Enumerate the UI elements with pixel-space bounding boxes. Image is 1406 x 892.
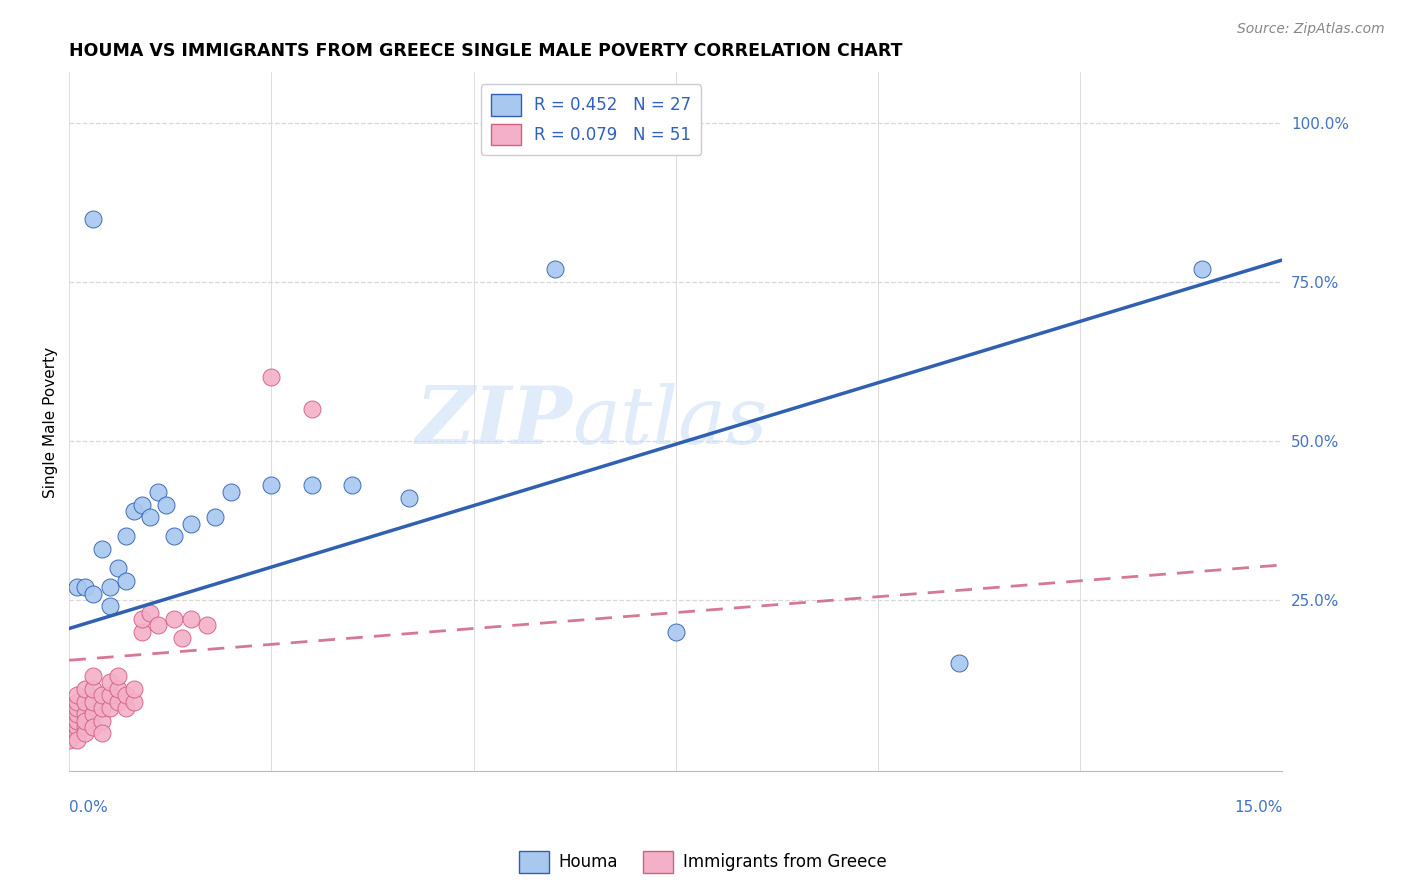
Point — [82, 695, 104, 709]
Point — [107, 681, 129, 696]
Y-axis label: Single Male Poverty: Single Male Poverty — [44, 346, 58, 498]
Point — [66, 580, 89, 594]
Point — [82, 720, 104, 734]
Point — [98, 688, 121, 702]
Point — [90, 542, 112, 557]
Legend: Houma, Immigrants from Greece: Houma, Immigrants from Greece — [512, 845, 894, 880]
Point — [260, 478, 283, 492]
Legend: R = 0.452   N = 27, R = 0.079   N = 51: R = 0.452 N = 27, R = 0.079 N = 51 — [481, 84, 702, 155]
Point — [75, 695, 97, 709]
Point — [98, 675, 121, 690]
Point — [58, 714, 80, 728]
Point — [115, 574, 138, 588]
Point — [260, 370, 283, 384]
Point — [122, 504, 145, 518]
Point — [122, 695, 145, 709]
Point — [131, 498, 153, 512]
Point — [66, 707, 89, 722]
Point — [82, 586, 104, 600]
Text: ZIP: ZIP — [416, 384, 572, 460]
Point — [131, 612, 153, 626]
Point — [107, 669, 129, 683]
Point — [139, 510, 162, 524]
Point — [66, 695, 89, 709]
Text: 15.0%: 15.0% — [1234, 800, 1282, 815]
Point — [82, 211, 104, 226]
Point — [66, 720, 89, 734]
Point — [75, 707, 97, 722]
Point — [219, 484, 242, 499]
Point — [301, 478, 323, 492]
Point — [163, 612, 186, 626]
Point — [90, 688, 112, 702]
Point — [58, 720, 80, 734]
Point — [58, 720, 80, 734]
Text: 0.0%: 0.0% — [69, 800, 108, 815]
Point — [204, 510, 226, 524]
Point — [115, 529, 138, 543]
Point — [195, 618, 218, 632]
Point — [66, 726, 89, 740]
Point — [66, 714, 89, 728]
Point — [180, 516, 202, 531]
Point — [82, 707, 104, 722]
Point — [58, 707, 80, 722]
Point — [66, 732, 89, 747]
Text: Source: ZipAtlas.com: Source: ZipAtlas.com — [1237, 22, 1385, 37]
Point — [75, 580, 97, 594]
Text: atlas: atlas — [572, 384, 768, 460]
Point — [98, 580, 121, 594]
Point — [948, 657, 970, 671]
Point — [90, 714, 112, 728]
Point — [155, 498, 177, 512]
Point — [90, 701, 112, 715]
Point — [82, 669, 104, 683]
Point — [58, 732, 80, 747]
Point — [90, 726, 112, 740]
Point — [180, 612, 202, 626]
Point — [107, 695, 129, 709]
Point — [115, 688, 138, 702]
Point — [665, 624, 688, 639]
Point — [107, 561, 129, 575]
Point — [58, 714, 80, 728]
Text: HOUMA VS IMMIGRANTS FROM GREECE SINGLE MALE POVERTY CORRELATION CHART: HOUMA VS IMMIGRANTS FROM GREECE SINGLE M… — [69, 42, 903, 60]
Point — [163, 529, 186, 543]
Point — [148, 618, 170, 632]
Point — [66, 701, 89, 715]
Point — [82, 681, 104, 696]
Point — [75, 714, 97, 728]
Point — [75, 726, 97, 740]
Point — [342, 478, 364, 492]
Point — [122, 681, 145, 696]
Point — [131, 624, 153, 639]
Point — [75, 681, 97, 696]
Point — [66, 688, 89, 702]
Point — [398, 491, 420, 506]
Point — [98, 599, 121, 614]
Point — [58, 701, 80, 715]
Point — [172, 631, 194, 645]
Point — [58, 726, 80, 740]
Point — [1191, 262, 1213, 277]
Point — [115, 701, 138, 715]
Point — [139, 606, 162, 620]
Point — [75, 720, 97, 734]
Point — [148, 484, 170, 499]
Point — [301, 402, 323, 417]
Point — [98, 701, 121, 715]
Point — [543, 262, 565, 277]
